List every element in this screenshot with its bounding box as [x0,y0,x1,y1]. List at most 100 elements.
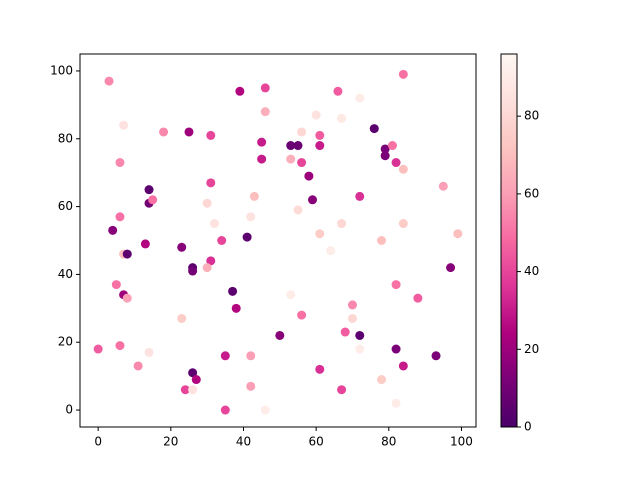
point [115,158,125,168]
point [315,364,325,374]
point [231,303,241,313]
y-tick-label: 100 [50,63,73,77]
point [398,219,408,229]
point [119,120,129,130]
colorbar-tick-label: 0 [524,420,532,434]
point [431,351,441,361]
point [122,249,132,259]
x-tick-label: 60 [309,435,324,449]
point [144,347,154,357]
point [257,154,267,164]
point [217,236,227,245]
point [340,327,350,337]
point [115,341,125,351]
y-tick-label: 20 [58,335,73,349]
point [108,225,118,235]
point [369,124,379,134]
point [202,263,212,273]
point [315,141,325,151]
point [206,130,216,140]
plot-frame [79,53,477,428]
point [398,164,408,174]
point [93,344,103,354]
point [308,195,318,205]
point [337,385,347,395]
point [286,141,296,151]
point [275,330,285,340]
point [391,280,401,290]
colorbar-tick-label: 20 [524,342,539,356]
point [315,229,325,239]
point [246,351,256,361]
point [355,93,365,103]
point [391,158,401,168]
point [286,290,296,300]
point [246,212,256,222]
x-tick-label: 0 [94,435,102,449]
point [206,256,216,266]
point [184,127,194,137]
point [380,144,390,154]
point [260,83,270,93]
point [257,137,267,147]
point [377,375,387,385]
colorbar-tick-label: 80 [524,109,539,123]
point [140,239,150,249]
point [438,181,448,191]
point [355,330,365,340]
point [311,110,321,120]
point [347,300,357,310]
point [159,127,169,137]
y-tick-label: 0 [65,403,73,417]
y-tick-label: 60 [58,199,73,213]
point [260,107,270,117]
point [297,310,307,320]
point [260,405,270,415]
point [249,191,259,201]
point [177,242,187,252]
point [209,219,219,229]
point [304,171,314,181]
point [122,293,132,303]
point [115,212,125,222]
point [246,381,256,391]
point [413,293,423,303]
point [453,229,463,239]
point [191,375,201,385]
point [326,246,336,256]
point [377,236,387,245]
point [387,141,397,151]
x-tick-label: 20 [163,435,178,449]
x-tick-label: 100 [450,435,473,449]
colorbar-tick-label: 40 [524,264,539,278]
point [202,198,212,208]
point [228,286,238,296]
point [144,185,154,195]
point [206,178,216,188]
point [180,385,190,395]
point [297,158,307,168]
point [104,76,114,86]
point [235,86,245,96]
point [391,344,401,354]
y-tick-label: 40 [58,267,73,281]
colorbar-tick-label: 60 [524,186,539,200]
point [293,141,303,151]
point [355,191,365,201]
point [391,398,401,408]
y-tick-label: 80 [58,131,73,145]
point [177,313,187,323]
point [333,86,343,96]
point [380,151,390,161]
point [111,280,121,290]
colorbar [500,53,518,428]
point [220,405,230,415]
point [148,195,158,205]
x-tick-label: 80 [381,435,396,449]
point [188,266,198,276]
point [347,313,357,323]
point [188,385,198,395]
point [446,263,456,273]
point [133,361,143,371]
